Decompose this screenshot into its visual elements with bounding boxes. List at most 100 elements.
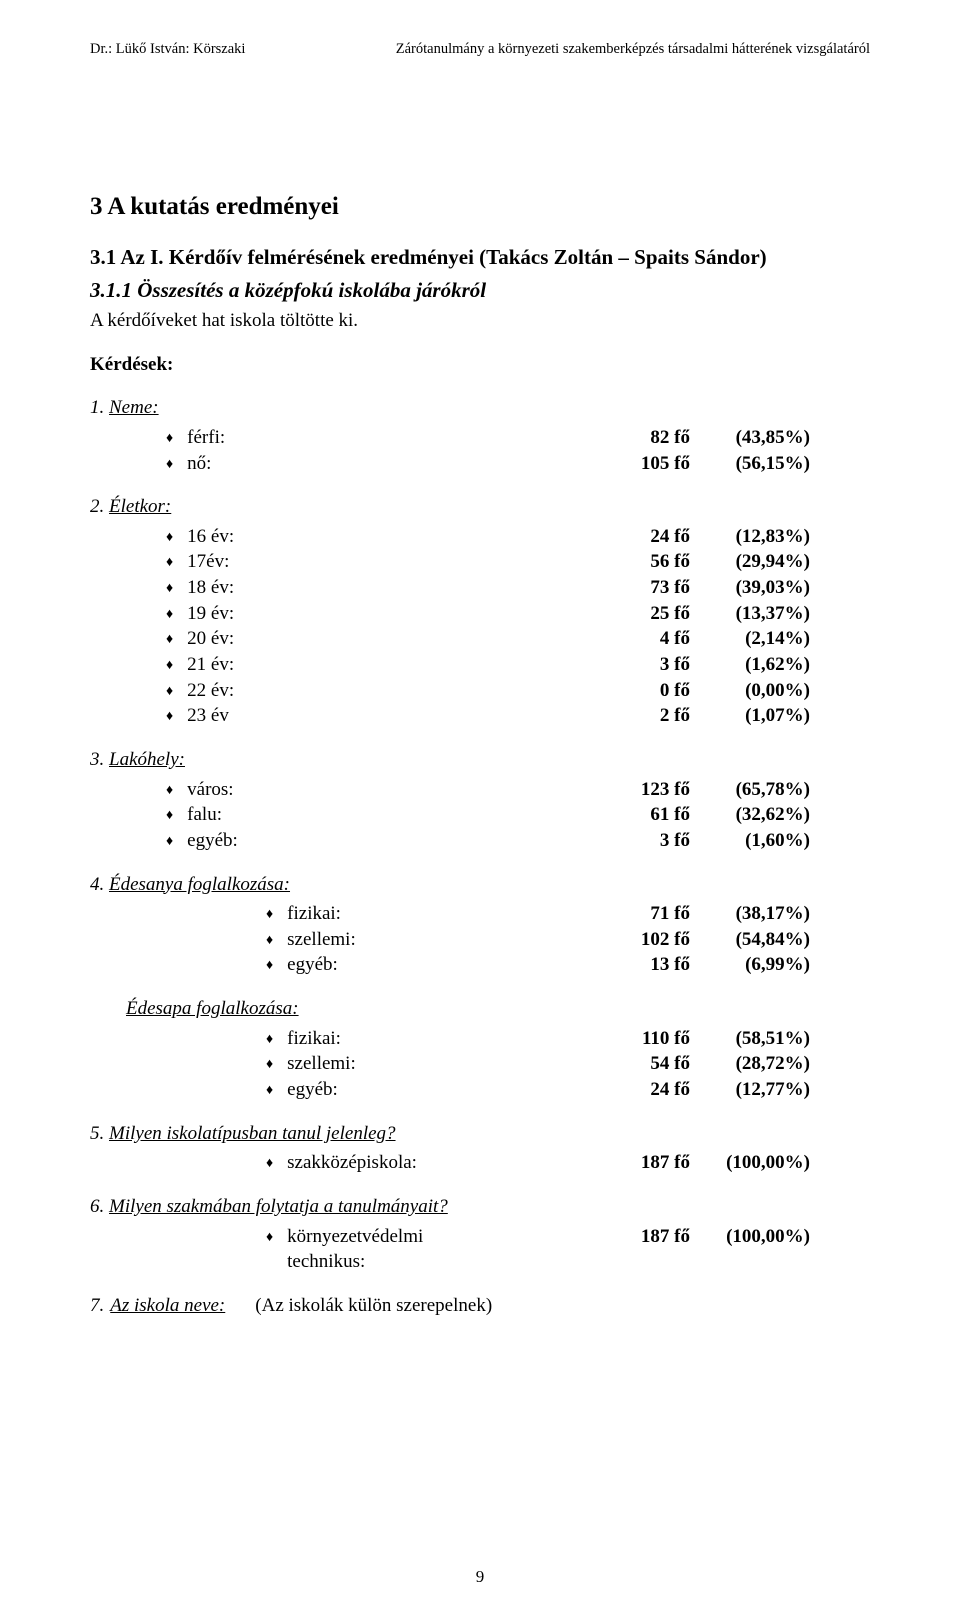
list-item: ♦ szakközépiskola: 187 fő(100,00%) (90, 1150, 870, 1176)
item-label: 17év: (187, 549, 229, 575)
list-item: ♦22 év:0 fő(0,00%) (90, 678, 870, 704)
list-item: ♦17év:56 fő(29,94%) (90, 549, 870, 575)
q7-note: (Az iskolák külön szerepelnek) (255, 1293, 492, 1319)
question-7: 7. Az iskola neve: (Az iskolák külön sze… (90, 1293, 870, 1319)
list-item: ♦21 év:3 fő(1,62%) (90, 652, 870, 678)
page-number: 9 (0, 1566, 960, 1589)
item-count: 25 fő (290, 601, 690, 627)
item-pct: (100,00%) (690, 1150, 810, 1176)
item-label: falu: (187, 802, 222, 828)
q5-text: Milyen iskolatípusban tanul jelenleg? (109, 1123, 396, 1144)
item-count: 2 fő (290, 703, 690, 729)
item-count: 187 fő (470, 1150, 690, 1176)
bullet-icon: ♦ (266, 1082, 273, 1101)
item-count: 4 fő (290, 626, 690, 652)
list-item: ♦falu:61 fő(32,62%) (90, 802, 870, 828)
bullet-icon: ♦ (166, 782, 173, 801)
item-pct: (38,17%) (690, 901, 810, 927)
bullet-icon: ♦ (266, 1155, 273, 1174)
list-item: ♦ fizikai: 71 fő(38,17%) (90, 901, 870, 927)
header-right: Zárótanulmány a környezeti szakemberképz… (396, 40, 870, 60)
item-label: nő: (187, 451, 211, 477)
item-pct: (1,60%) (690, 828, 810, 854)
item-label: fizikai: (287, 901, 341, 927)
q7-num: 7. (90, 1293, 104, 1319)
item-pct: (12,77%) (690, 1077, 810, 1103)
item-pct: (0,00%) (690, 678, 810, 704)
kerdesek-label: Kérdések: (90, 352, 870, 378)
question-5: 5. Milyen iskolatípusban tanul jelenleg?… (90, 1121, 870, 1176)
q4b-text: Édesapa foglalkozása: (126, 998, 299, 1019)
list-item: ♦egyéb:3 fő(1,60%) (90, 828, 870, 854)
bullet-icon: ♦ (166, 631, 173, 650)
bullet-icon: ♦ (266, 1031, 273, 1050)
list-item: ♦környezetvédelmi technikus:187 fő(100,0… (90, 1224, 870, 1275)
item-count: 24 fő (390, 1077, 690, 1103)
list-item: ♦20 év:4 fő(2,14%) (90, 626, 870, 652)
q1-label: 1. Neme: (90, 395, 870, 421)
question-2: 2. Életkor: ♦16 év:24 fő(12,83%) ♦17év:5… (90, 494, 870, 729)
item-pct: (32,62%) (690, 802, 810, 828)
item-label: fizikai: (287, 1026, 341, 1052)
list-item: ♦szellemi:54 fő(28,72%) (90, 1051, 870, 1077)
q1-text: Neme: (109, 397, 159, 418)
bullet-icon: ♦ (166, 657, 173, 676)
item-count: 13 fő (390, 952, 690, 978)
item-pct: (1,07%) (690, 703, 810, 729)
item-label: 18 év: (187, 575, 234, 601)
list-item: ♦város:123 fő(65,78%) (90, 777, 870, 803)
q7-text: Az iskola neve: (110, 1293, 225, 1319)
q1-num: 1. (90, 397, 104, 418)
q6-text: Milyen szakmában folytatja a tanulmányai… (109, 1196, 448, 1217)
list-item: ♦egyéb:13 fő(6,99%) (90, 952, 870, 978)
item-count: 71 fő (390, 901, 690, 927)
bullet-icon: ♦ (266, 906, 273, 925)
q3-num: 3. (90, 749, 104, 770)
item-label: egyéb: (187, 828, 238, 854)
page: Dr.: Lükő István: Körszaki Zárótanulmány… (0, 0, 960, 1397)
bullet-icon: ♦ (266, 957, 273, 976)
item-pct: (13,37%) (690, 601, 810, 627)
item-count: 24 fő (290, 524, 690, 550)
list-item: ♦fizikai:110 fő(58,51%) (90, 1026, 870, 1052)
heading-2: 3.1 Az I. Kérdőív felmérésének eredménye… (90, 243, 870, 271)
question-1: 1. Neme: ♦férfi: 82 fő (43,85%) ♦nő: 105… (90, 395, 870, 476)
item-pct: (12,83%) (690, 524, 810, 550)
item-label: város: (187, 777, 233, 803)
header-left: Dr.: Lükő István: Körszaki (90, 40, 245, 60)
q6-num: 6. (90, 1196, 104, 1217)
item-pct: (28,72%) (690, 1051, 810, 1077)
bullet-icon: ♦ (266, 932, 273, 951)
item-pct: (29,94%) (690, 549, 810, 575)
heading-1: 3 A kutatás eredményei (90, 190, 870, 224)
bullet-icon: ♦ (166, 529, 173, 548)
item-count: 105 fő (290, 451, 690, 477)
item-count: 102 fő (390, 927, 690, 953)
item-count: 123 fő (290, 777, 690, 803)
item-label: szellemi: (287, 1051, 356, 1077)
q5-num: 5. (90, 1123, 104, 1144)
bullet-icon: ♦ (166, 554, 173, 573)
item-pct: (54,84%) (690, 927, 810, 953)
item-label: szakközépiskola: (287, 1150, 417, 1176)
bullet-icon: ♦ (166, 580, 173, 599)
list-item: ♦ 16 év: 24 fő(12,83%) (90, 524, 870, 550)
item-label: 22 év: (187, 678, 234, 704)
bullet-icon: ♦ (166, 606, 173, 625)
item-pct: (1,62%) (690, 652, 810, 678)
item-label: 23 év (187, 703, 229, 729)
q4-text: Édesanya foglalkozása: (109, 874, 290, 895)
item-label: egyéb: (287, 1077, 338, 1103)
item-count: 73 fő (290, 575, 690, 601)
item-label: férfi: (187, 425, 225, 451)
item-pct: (6,99%) (690, 952, 810, 978)
item-label: 16 év: (187, 524, 234, 550)
item-count: 3 fő (290, 828, 690, 854)
item-label: szellemi: (287, 927, 356, 953)
list-item: ♦18 év:73 fő(39,03%) (90, 575, 870, 601)
question-4b: Édesapa foglalkozása: ♦fizikai:110 fő(58… (90, 996, 870, 1103)
item-count: 0 fő (290, 678, 690, 704)
list-item: ♦ szellemi: 102 fő(54,84%) (90, 927, 870, 953)
intro-text: A kérdőíveket hat iskola töltötte ki. (90, 308, 870, 334)
item-count: 82 fő (290, 425, 690, 451)
